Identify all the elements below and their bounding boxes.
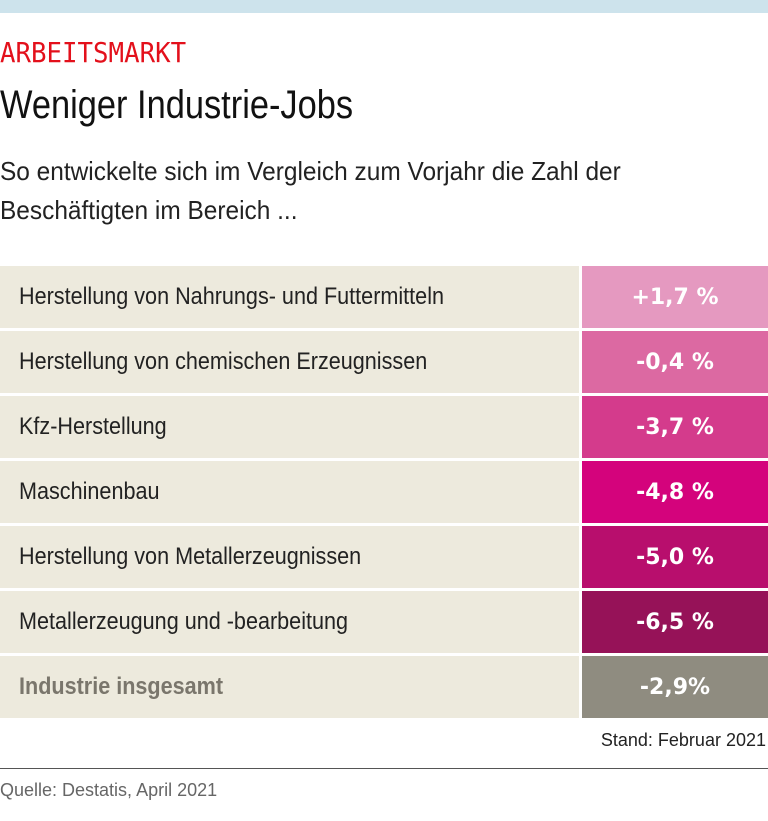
row-label-text: Herstellung von chemischen Erzeugnissen: [19, 348, 428, 375]
page-title: Weniger Industrie-Jobs: [0, 83, 354, 127]
row-label: Herstellung von Nahrungs- und Futtermitt…: [0, 266, 579, 328]
divider: [0, 768, 768, 769]
row-value: -2,9%: [582, 656, 768, 718]
kicker: ARBEITSMARKT: [0, 36, 187, 69]
row-label-text: Herstellung von Metallerzeugnissen: [19, 543, 362, 570]
source-note: Quelle: Destatis, April 2021: [0, 780, 218, 800]
row-label-text: Industrie insgesamt: [19, 673, 224, 700]
subtitle: So entwickelte sich im Vergleich zum Vor…: [0, 156, 621, 225]
table-row: Metallerzeugung und -bearbeitung -6,5 %: [0, 591, 768, 653]
table-row: Kfz-Herstellung -3,7 %: [0, 396, 768, 458]
table-row: Industrie insgesamt -2,9%: [0, 656, 768, 718]
data-table: Herstellung von Nahrungs- und Futtermitt…: [0, 266, 768, 721]
stand-note: Stand: Februar 2021: [600, 730, 766, 750]
row-label-text: Herstellung von Nahrungs- und Futtermitt…: [19, 283, 445, 310]
row-label-text: Metallerzeugung und -bearbeitung: [19, 608, 349, 635]
row-value: -3,7 %: [582, 396, 768, 458]
row-value: -0,4 %: [582, 331, 768, 393]
row-label-text: Maschinenbau: [19, 478, 160, 505]
table-row: Herstellung von Metallerzeugnissen -5,0 %: [0, 526, 768, 588]
row-label: Maschinenbau: [0, 461, 579, 523]
row-label: Herstellung von chemischen Erzeugnissen: [0, 331, 579, 393]
row-label: Industrie insgesamt: [0, 656, 579, 718]
row-label-text: Kfz-Herstellung: [19, 413, 167, 440]
row-value: -4,8 %: [582, 461, 768, 523]
table-row: Herstellung von Nahrungs- und Futtermitt…: [0, 266, 768, 328]
top-bar: [0, 0, 768, 13]
table-row: Maschinenbau -4,8 %: [0, 461, 768, 523]
row-label: Kfz-Herstellung: [0, 396, 579, 458]
table-row: Herstellung von chemischen Erzeugnissen -…: [0, 331, 768, 393]
row-value: -6,5 %: [582, 591, 768, 653]
row-value: -5,0 %: [582, 526, 768, 588]
row-value: +1,7 %: [582, 266, 768, 328]
row-label: Metallerzeugung und -bearbeitung: [0, 591, 579, 653]
row-label: Herstellung von Metallerzeugnissen: [0, 526, 579, 588]
